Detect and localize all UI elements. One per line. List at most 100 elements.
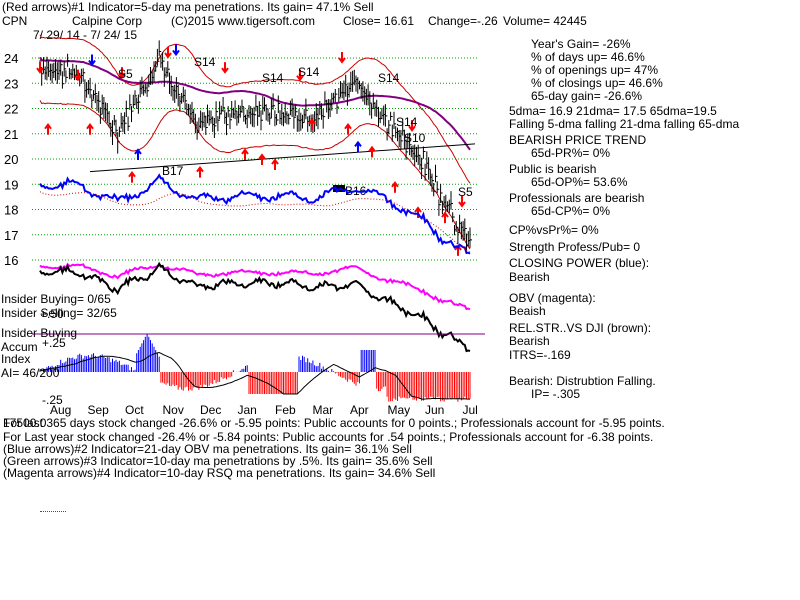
accum-tick-2: -.25 — [42, 393, 63, 407]
month-Nov: Nov — [163, 403, 184, 417]
price-bars-path — [39, 40, 472, 252]
red-arrow-0 — [36, 62, 44, 74]
month-May: May — [388, 403, 411, 417]
footer-overlap: 17500.0 — [3, 416, 47, 430]
insider-buying: Insider Buying= 0/65 — [1, 292, 111, 306]
month-Feb: Feb — [275, 403, 296, 417]
blue-arrow-3 — [354, 140, 362, 153]
red-arrow-13 — [308, 117, 316, 130]
price-tick-18: 18 — [4, 203, 18, 218]
annotation-0: S5 — [118, 67, 133, 81]
red-arrow-12 — [296, 69, 304, 82]
right-panel-line-4: 65-day gain= -26.6% — [531, 89, 643, 103]
right-panel-line-23: IP= -.305 — [531, 387, 581, 401]
right-panel-line-15: CLOSING POWER (blue): — [509, 256, 650, 270]
month-Mar: Mar — [313, 403, 334, 417]
annotation-8: B17 — [162, 164, 184, 178]
signal-arrows — [36, 44, 466, 256]
obv-relstr — [39, 261, 471, 353]
red-arrow-11 — [271, 158, 279, 171]
red-arrow-14 — [338, 52, 346, 64]
month-Jul: Jul — [463, 403, 478, 417]
footer-line-2: For Last year stock changed -26.4% or -5… — [3, 430, 654, 444]
price-bars — [39, 40, 472, 252]
annotation-1: S14 — [194, 55, 216, 69]
accum-negative-bars — [160, 372, 471, 402]
company-name: Calpine Corp — [72, 14, 143, 28]
footer-line-5: (Magenta arrows)#4 Indicator=10-day RSQ … — [3, 466, 436, 480]
accum-label: Accum — [1, 340, 38, 354]
price-tick-24: 24 — [4, 51, 18, 66]
annotation-6: S10 — [404, 131, 426, 145]
price-tick-16: 16 — [4, 253, 18, 268]
blue-arrow-0 — [88, 54, 96, 67]
month-Apr: Apr — [350, 403, 369, 417]
right-panel-line-3: % of closings up= 46.6% — [531, 76, 663, 90]
price-tick-17: 17 — [4, 228, 18, 243]
accum-ma-line — [39, 351, 470, 400]
trend-line — [89, 143, 476, 173]
right-panel-line-19: REL.STR..VS DJI (brown): — [509, 321, 652, 335]
volume-value: Volume= 42445 — [503, 14, 587, 28]
red-arrow-5 — [128, 171, 136, 183]
close-value: Close= 16.61 — [343, 14, 415, 28]
price-tick-22: 22 — [4, 102, 18, 117]
right-panel-line-6: Falling 5-dma falling 21-dma falling 65-… — [509, 117, 740, 131]
red-arrow-15 — [344, 123, 352, 135]
annotation-5: S14 — [396, 115, 418, 129]
right-panel-line-2: % of openings up= 47% — [531, 63, 659, 77]
blue-arrow-1 — [172, 44, 180, 57]
right-panel-line-18: Beaish — [509, 304, 546, 318]
red-arrow-20 — [441, 211, 449, 224]
insider-buying-label: Insider Buying — [1, 326, 78, 340]
price-tick-19: 19 — [4, 177, 18, 192]
right-panel-line-0: Year's Gain= -26% — [531, 37, 631, 51]
closing-power-line — [39, 173, 471, 255]
ai-value: AI= 46/200 — [1, 366, 60, 380]
red-arrow-17 — [391, 181, 399, 193]
ma-65-line — [39, 56, 471, 151]
accum-index: +.50 +.25 -.25 — [32, 307, 485, 407]
right-panel-line-7: BEARISH PRICE TREND — [509, 133, 647, 147]
ticker: CPN — [2, 14, 28, 28]
red-arrow-7 — [196, 165, 204, 178]
red-arrow-8 — [221, 62, 229, 74]
footer-line-1: For last 365 days stock changed -26.6% o… — [3, 416, 665, 430]
month-Oct: Oct — [125, 403, 144, 417]
right-panel-line-22: Bearish: Distrubtion Falling. — [509, 374, 656, 388]
right-panel-line-10: 65d-OP%= 53.6% — [531, 175, 628, 189]
footer-line-4: (Green arrows)#3 Indicator=10-day ma pen… — [3, 454, 433, 468]
red-arrow-21 — [458, 195, 466, 208]
red-arrow-9 — [241, 148, 249, 160]
annotation-4: S14 — [378, 71, 400, 85]
red-arrow-2 — [74, 69, 82, 82]
price-tick-20: 20 — [4, 152, 18, 167]
annotation-7: S5 — [458, 185, 473, 199]
lower-band — [39, 100, 471, 250]
accum-tick-0: +.50 — [40, 307, 64, 321]
footer-line-3: (Blue arrows)#2 Indicator=21-day OBV ma … — [3, 442, 412, 456]
red-arrow-6 — [164, 46, 172, 59]
grid-lines — [32, 57, 478, 261]
right-panel-line-16: Bearish — [509, 270, 550, 284]
bollinger-bands — [39, 34, 471, 250]
index-label: Index — [1, 352, 31, 366]
month-Sep: Sep — [88, 403, 110, 417]
copyright: (C)2015 www.tigersoft.com — [171, 14, 316, 28]
month-Jan: Jan — [238, 403, 257, 417]
right-panel-line-8: 65d-PR%= 0% — [531, 146, 611, 160]
month-axis: Aug Sep Oct Nov Dec Jan Feb Mar Apr May Jun Jul — [50, 403, 478, 417]
red-arrow-4 — [118, 67, 126, 79]
red-arrow-1 — [44, 123, 52, 135]
month-Jun: Jun — [425, 403, 444, 417]
legend-dotted-line — [40, 511, 66, 512]
red-arrow-3 — [86, 123, 94, 135]
right-panel-line-1: % of days up= 46.6% — [531, 50, 645, 64]
blue-arrow-2 — [134, 148, 142, 160]
upper-band — [39, 34, 471, 184]
price-axis: 24 23 22 21 20 19 18 17 16 — [4, 51, 18, 268]
accum-positive-bars — [39, 333, 376, 372]
